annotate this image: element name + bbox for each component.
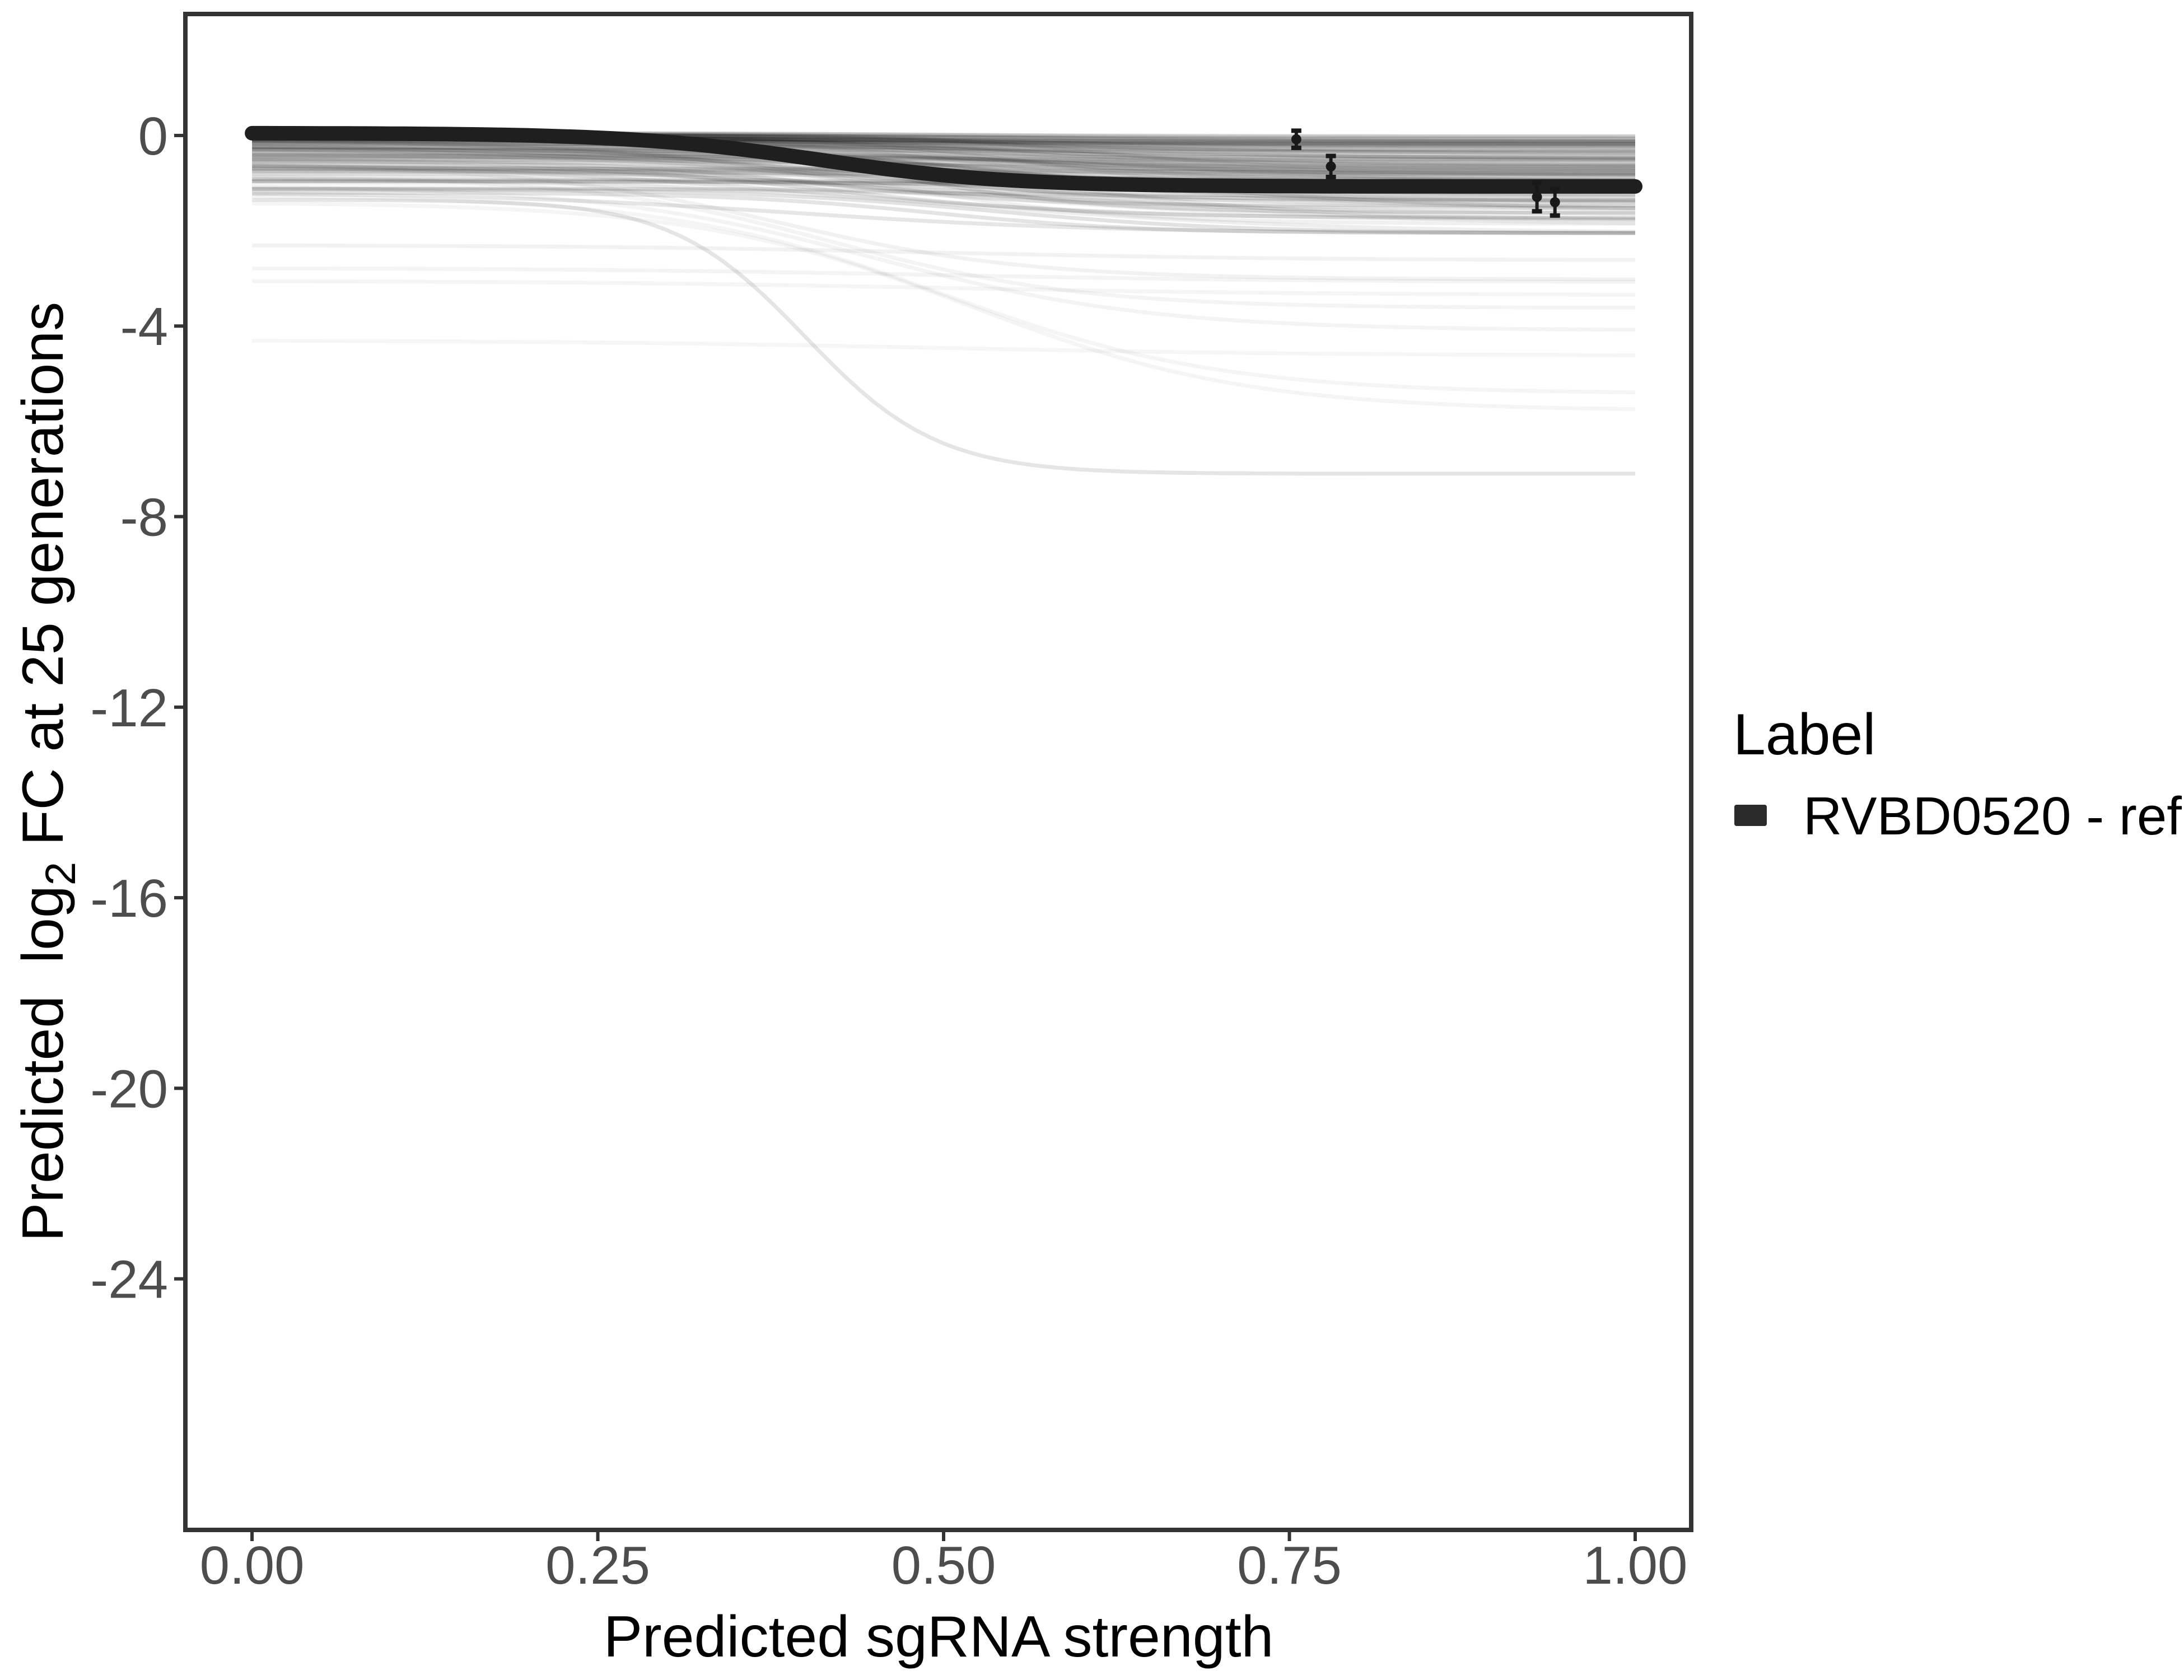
ensemble-curve bbox=[252, 162, 1636, 220]
faint-curve bbox=[252, 194, 1636, 395]
ensemble-curve bbox=[252, 141, 1635, 167]
data-point bbox=[1550, 197, 1560, 208]
ensemble-curve bbox=[252, 139, 1635, 203]
ensemble-curve bbox=[252, 163, 1636, 222]
y-tick-label: -16 bbox=[90, 869, 168, 928]
x-tick-label: 1.00 bbox=[1583, 1536, 1688, 1595]
ensemble-curve bbox=[252, 157, 1636, 172]
ensemble-curve bbox=[252, 138, 1636, 183]
ensemble-curve bbox=[252, 159, 1635, 208]
ensemble-curve bbox=[252, 187, 1636, 235]
panel-border bbox=[183, 12, 1693, 1532]
faint-curve bbox=[252, 266, 1636, 284]
y-tick-label: -20 bbox=[90, 1059, 168, 1119]
error-bar-point bbox=[1532, 180, 1542, 214]
y-tick-label: -24 bbox=[90, 1250, 168, 1310]
faint-curve bbox=[252, 175, 1635, 310]
y-tick-label: -8 bbox=[120, 488, 168, 548]
faint-curve bbox=[252, 185, 1636, 332]
faint-curve bbox=[252, 165, 1635, 282]
y-tick-label: 0 bbox=[138, 106, 168, 166]
x-tick-label: 0.50 bbox=[892, 1536, 996, 1595]
data-point bbox=[1291, 134, 1301, 144]
y-axis-title-subscript: 2 bbox=[37, 862, 85, 885]
ensemble-curve bbox=[252, 160, 1636, 169]
data-point bbox=[1326, 161, 1336, 172]
y-tick-label: -12 bbox=[90, 678, 168, 738]
ensemble-curve bbox=[252, 166, 1636, 200]
legend-key-line-swatch bbox=[1734, 805, 1767, 826]
ensemble-curve bbox=[252, 148, 1635, 176]
y-axis-title: Predicted log2 FC at 25 generations bbox=[11, 302, 85, 1242]
ensemble-curve bbox=[252, 142, 1635, 150]
ensemble-curve bbox=[252, 143, 1636, 177]
legend-entry-label: RVBD0520 - ref bbox=[1803, 786, 2182, 846]
ensemble-curve bbox=[252, 152, 1636, 177]
ensemble-curve bbox=[252, 187, 1635, 198]
ensemble-curve bbox=[252, 153, 1635, 226]
ensemble-curve bbox=[252, 141, 1636, 160]
ensemble-curve bbox=[252, 145, 1636, 169]
error-bar-point bbox=[1550, 186, 1560, 218]
error-bar-point bbox=[1326, 153, 1336, 179]
ensemble-curve bbox=[252, 142, 1636, 160]
ensemble-curve bbox=[252, 154, 1635, 162]
faint-curve bbox=[252, 198, 1635, 476]
ensemble-curve bbox=[252, 141, 1636, 211]
ensemble-curve bbox=[252, 138, 1636, 208]
y-axis-ticks: 0 -4 -8 -12 -16 -20 -24 bbox=[90, 106, 183, 1310]
ensemble-curve bbox=[252, 157, 1635, 172]
ensemble-curve bbox=[252, 158, 1635, 202]
y-tick-label: -4 bbox=[120, 297, 168, 357]
error-bar-point bbox=[1291, 128, 1301, 151]
y-axis-title-suffix: FC at 25 generations bbox=[11, 302, 76, 862]
legend: Label RVBD0520 - ref bbox=[1733, 702, 2182, 846]
x-tick-label: 0.00 bbox=[200, 1536, 305, 1595]
ensemble-curve bbox=[252, 146, 1636, 171]
ensemble-curve bbox=[252, 155, 1636, 175]
ensemble-curve bbox=[252, 140, 1635, 168]
ensemble-curve bbox=[252, 192, 1636, 235]
ensemble-curve bbox=[252, 157, 1636, 221]
ensemble-curve bbox=[252, 143, 1635, 152]
reference-line bbox=[245, 125, 1642, 194]
ensemble-curve bbox=[252, 154, 1635, 163]
faint-curve bbox=[252, 243, 1636, 262]
ensemble-curve bbox=[252, 186, 1636, 211]
data-point bbox=[1532, 192, 1542, 202]
faint-curve bbox=[252, 279, 1635, 297]
x-axis-ticks: 0.00 0.25 0.50 0.75 1.00 bbox=[200, 1532, 1688, 1595]
reference-curve bbox=[245, 125, 1642, 194]
faint-curves bbox=[252, 165, 1636, 476]
data-points-with-error-bars bbox=[1291, 128, 1560, 218]
ensemble-curve bbox=[252, 155, 1635, 162]
ensemble-curve bbox=[252, 145, 1636, 169]
ensemble-curve bbox=[252, 146, 1635, 154]
ensemble-curve bbox=[252, 153, 1635, 165]
ensemble-curve bbox=[252, 177, 1636, 234]
x-tick-label: 0.25 bbox=[545, 1536, 650, 1595]
y-axis-title-prefix: Predicted log bbox=[11, 885, 76, 1242]
faint-curve bbox=[252, 201, 1636, 412]
ensemble-curve bbox=[252, 164, 1636, 226]
ensemble-curve bbox=[252, 151, 1635, 158]
legend-title: Label bbox=[1733, 702, 1875, 767]
ensemble-curve bbox=[252, 150, 1635, 170]
x-tick-label: 0.75 bbox=[1237, 1536, 1342, 1595]
ensemble-curve bbox=[252, 190, 1635, 235]
ensemble-curve bbox=[252, 164, 1636, 216]
ensemble-curve bbox=[252, 174, 1636, 202]
x-axis-title: Predicted sgRNA strength bbox=[604, 1604, 1274, 1669]
ensemble-curve bbox=[252, 147, 1636, 171]
